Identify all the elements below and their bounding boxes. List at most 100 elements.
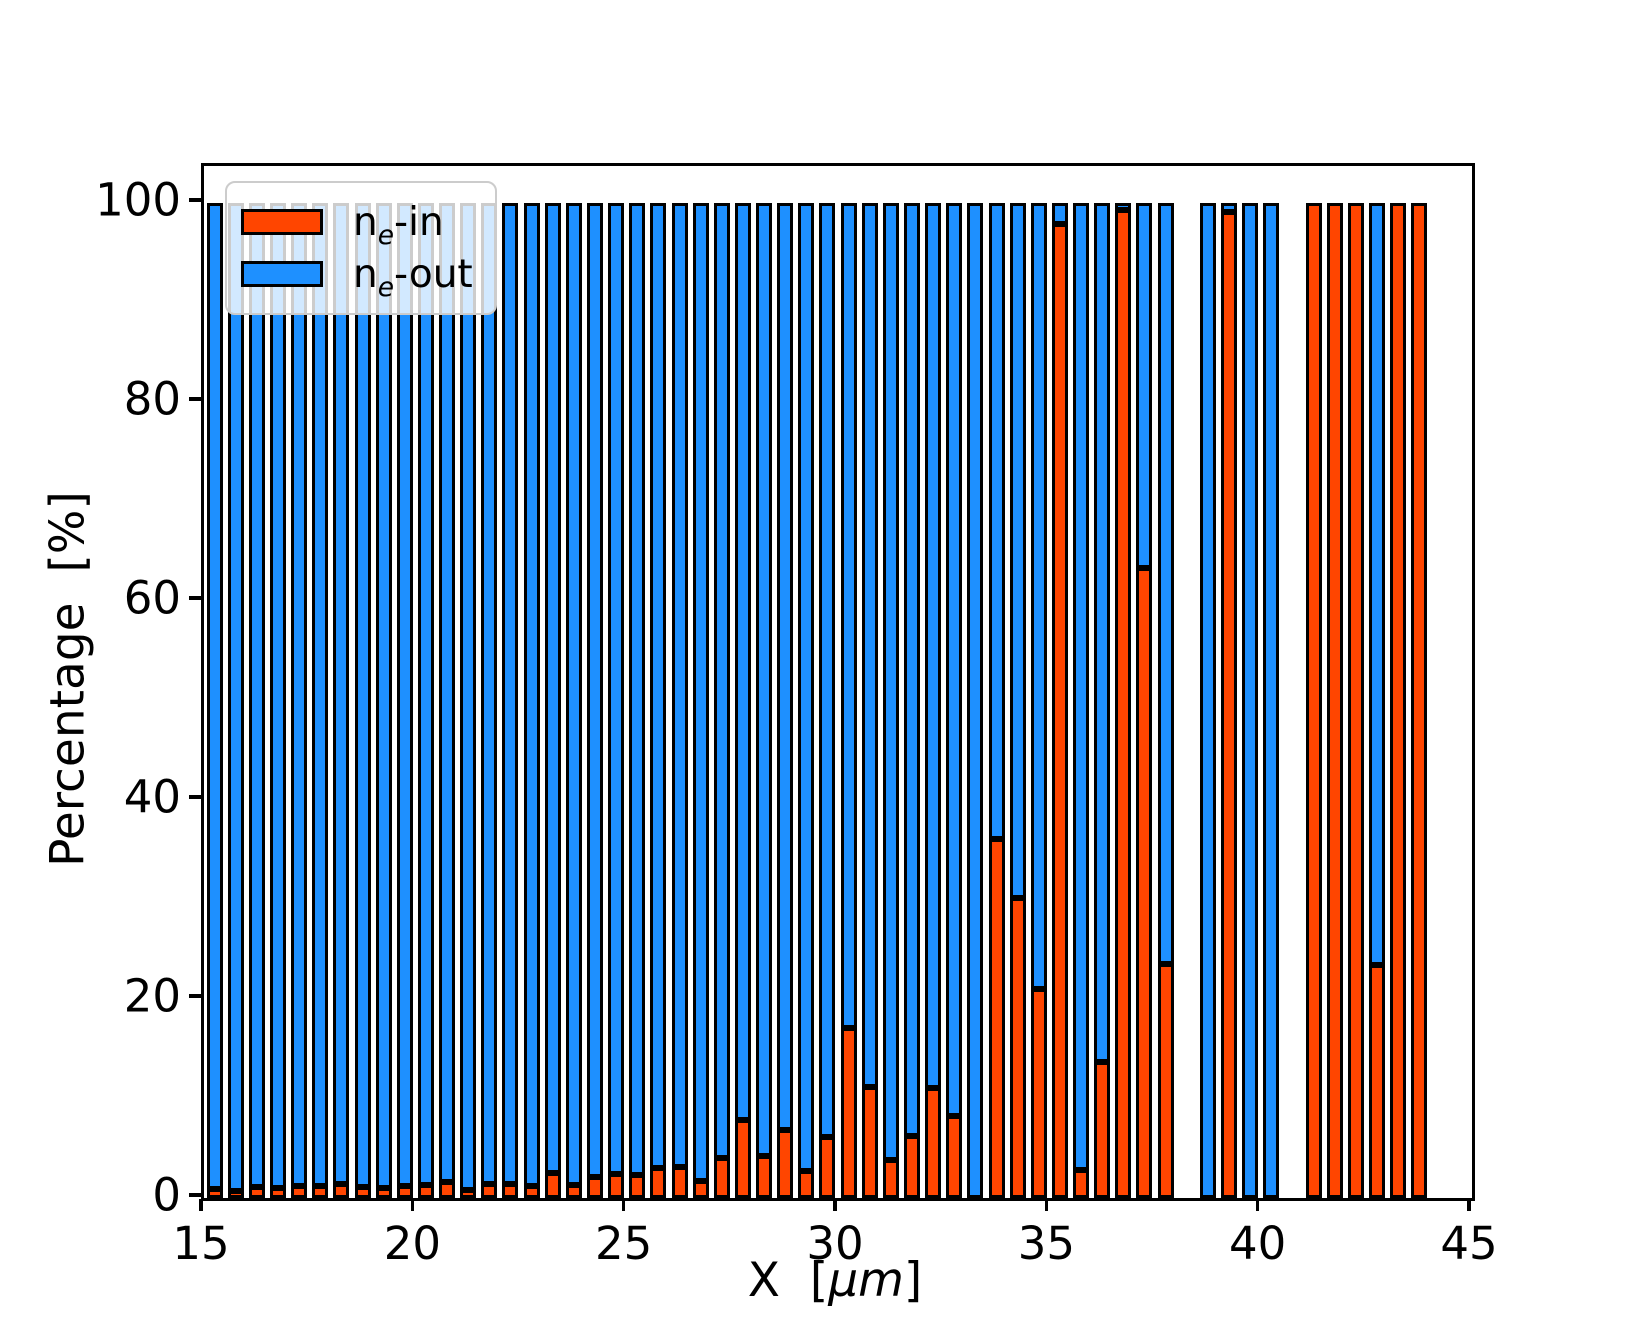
stacked-bar: [734, 203, 751, 1198]
x-tick-label: 20: [383, 1217, 441, 1270]
bars-container: [204, 166, 1472, 1198]
ne-out-segment: [312, 203, 329, 1187]
x-axis-label: X [μm]: [747, 1253, 923, 1308]
ne-in-segment: [819, 1137, 836, 1198]
y-tick-label: 60: [123, 571, 181, 625]
stacked-bar: [586, 203, 603, 1198]
ne-out-segment: [861, 203, 878, 1087]
ne-out-segment: [650, 203, 667, 1169]
ne-out-segment: [946, 203, 963, 1117]
ne-out-segment: [840, 203, 857, 1028]
ne-in-segment: [1009, 897, 1026, 1198]
ne-in-segment: [417, 1185, 434, 1198]
y-axis-label: Percentage [%]: [40, 491, 96, 867]
y-tick-label: 100: [95, 173, 181, 227]
stacked-bar: [333, 203, 350, 1198]
stacked-bar: [544, 203, 561, 1198]
ne-in-segment: [502, 1184, 519, 1198]
ne-out-segment: [798, 203, 815, 1172]
stacked-bar: [502, 203, 519, 1198]
stacked-bar: [1094, 203, 1111, 1198]
stacked-bar: [1115, 203, 1132, 1198]
ne-in-segment: [650, 1168, 667, 1198]
ne-in-segment: [925, 1087, 942, 1198]
stacked-bar: [1347, 203, 1364, 1198]
stacked-bar: [756, 203, 773, 1198]
ne-in-segment: [312, 1186, 329, 1198]
stacked-bar: [460, 203, 477, 1198]
x-tick-mark: [1044, 1198, 1049, 1211]
ne-in-segment: [1305, 203, 1322, 1198]
ne-out-segment: [206, 203, 223, 1190]
stacked-bar: [777, 203, 794, 1198]
ne-in-segment: [1411, 203, 1428, 1198]
ne-in-segment: [713, 1158, 730, 1198]
stacked-bar: [650, 203, 667, 1198]
ne-in-segment: [227, 1191, 244, 1198]
stacked-bar: [946, 203, 963, 1198]
x-tick-mark: [621, 1198, 626, 1211]
ne-in-segment: [460, 1190, 477, 1198]
ne-out-segment: [586, 203, 603, 1178]
x-tick-mark: [833, 1198, 837, 1211]
ne-out-segment: [903, 203, 920, 1137]
ne-out-segment: [439, 203, 456, 1183]
ne-in-segment: [544, 1173, 561, 1198]
ne-in-segment: [565, 1185, 582, 1198]
ne-out-segment: [227, 203, 244, 1192]
stacked-bar: [1009, 203, 1026, 1198]
ne-out-segment: [713, 203, 730, 1159]
ne-in-segment: [375, 1188, 392, 1198]
stacked-bar: [565, 203, 582, 1198]
y-tick-label: 20: [123, 969, 181, 1023]
stacked-bar: [1326, 203, 1343, 1198]
stacked-bar: [248, 203, 265, 1198]
plot-area: ne-in ne-out: [201, 163, 1475, 1201]
ne-out-segment: [1242, 203, 1259, 1198]
stacked-bar: [1051, 203, 1068, 1198]
ne-out-segment: [671, 203, 688, 1168]
x-tick-label: 40: [1229, 1217, 1287, 1270]
stacked-bar: [1368, 203, 1385, 1198]
ne-in-segment: [756, 1156, 773, 1198]
stacked-bar: [1136, 203, 1153, 1198]
stacked-bar: [798, 203, 815, 1198]
x-tick-mark: [410, 1198, 415, 1211]
stacked-bar: [713, 203, 730, 1198]
stacked-bar: [206, 203, 223, 1198]
ne-out-segment: [734, 203, 751, 1121]
ne-in-segment: [1368, 965, 1385, 1198]
stacked-bar: [291, 203, 308, 1198]
ne-out-segment: [1030, 203, 1047, 990]
stacked-bar: [1220, 203, 1237, 1198]
y-tick-mark: [189, 795, 201, 799]
legend: ne-in ne-out: [225, 181, 497, 315]
ne-out-segment: [460, 203, 477, 1191]
stacked-bar: [396, 203, 413, 1198]
x-tick-mark: [1467, 1198, 1471, 1211]
x-tick-label: 30: [806, 1217, 864, 1270]
ne-out-segment: [629, 203, 646, 1176]
ne-out-segment: [988, 203, 1005, 839]
x-tick-label: 45: [1440, 1217, 1498, 1270]
stacked-bar: [967, 203, 984, 1198]
ne-in-segment: [354, 1187, 371, 1198]
stacked-bar: [269, 203, 286, 1198]
ne-in-segment: [481, 1184, 498, 1198]
ne-out-segment: [502, 203, 519, 1185]
stacked-bar: [354, 203, 371, 1198]
ne-in-segment: [946, 1116, 963, 1198]
ne-in-segment: [586, 1177, 603, 1198]
stacked-bar: [840, 203, 857, 1198]
ne-out-segment: [967, 203, 984, 1198]
ne-out-segment: [1136, 203, 1153, 569]
stacked-bar: [608, 203, 625, 1198]
ne-out-segment: [248, 203, 265, 1188]
stacked-bar: [523, 203, 540, 1198]
ne-in-segment: [671, 1167, 688, 1198]
ne-out-segment: [777, 203, 794, 1131]
stacked-bar: [1411, 203, 1428, 1198]
y-tick-label: 0: [152, 1168, 181, 1222]
ne-out-segment: [1157, 203, 1174, 965]
stacked-bar: [1073, 203, 1090, 1198]
